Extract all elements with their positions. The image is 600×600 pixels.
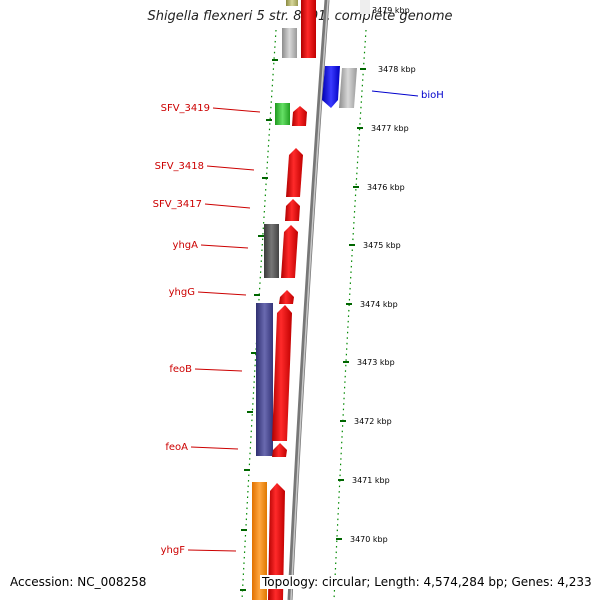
gene-label-SFV_3419: SFV_3419	[161, 103, 210, 114]
feature-SFV_3417	[285, 199, 300, 221]
topology-text: Topology: circular; Length: 4,574,284 bp…	[260, 575, 594, 589]
genome-backbone	[287, 0, 330, 600]
gene-label-feoB: feoB	[169, 364, 192, 375]
tick-label: 3474 kbp	[360, 300, 398, 309]
tick-label: 3475 kbp	[363, 241, 401, 250]
feature-yhgA	[281, 225, 298, 278]
feature-red-top	[301, 0, 316, 58]
feature-white-top	[360, 0, 370, 14]
tick-label: 3479 kbp	[372, 6, 410, 15]
feature-green	[275, 103, 290, 125]
genome-title: Shigella flexneri 5 str. 8401, complete …	[147, 9, 453, 24]
feature-olive	[286, 0, 298, 6]
gene-label-SFV_3417: SFV_3417	[153, 199, 202, 210]
gene-label-feoA: feoA	[165, 442, 188, 453]
feature-navy	[256, 303, 273, 456]
gene-label-yhgA: yhgA	[173, 240, 199, 251]
tick-label: 3473 kbp	[357, 358, 395, 367]
feature-SFV_3419	[292, 106, 307, 126]
feature-yhgG	[279, 290, 294, 304]
bioH-leader-line	[371, 90, 419, 97]
left-tick-marks	[240, 59, 278, 591]
right-track-guide	[333, 29, 367, 600]
feature-bioH-blue	[322, 66, 340, 108]
feature-grey-top	[282, 28, 297, 58]
tick-label: 3471 kbp	[352, 476, 390, 485]
feature-dark-grey	[264, 224, 279, 278]
tick-label: 3470 kbp	[350, 535, 388, 544]
scale-tick-labels: 3479 kbp 3478 kbp 3477 kbp 3476 kbp 3475…	[350, 6, 416, 544]
gene-label-SFV_3418: SFV_3418	[155, 161, 204, 172]
feature-feoA	[272, 443, 287, 457]
genome-backbone-highlight	[290, 0, 329, 600]
feature-SFV_3418	[286, 148, 303, 197]
gene-label-yhgG: yhgG	[169, 287, 195, 298]
gene-label-bioH: bioH	[421, 90, 444, 101]
accession-text: Accession: NC_008258	[8, 575, 149, 589]
gene-leader-lines	[187, 107, 261, 552]
gene-label-yhgF: yhgF	[161, 545, 186, 556]
tick-label: 3478 kbp	[378, 65, 416, 74]
feature-bioH-grey	[339, 68, 357, 108]
feature-yhgF	[268, 483, 285, 600]
gene-labels: SFV_3419 SFV_3418 SFV_3417 yhgA yhgG feo…	[153, 90, 444, 556]
feature-orange	[252, 482, 267, 600]
feature-feoB	[272, 305, 292, 441]
tick-label: 3472 kbp	[354, 417, 392, 426]
tick-label: 3476 kbp	[367, 183, 405, 192]
tick-label: 3477 kbp	[371, 124, 409, 133]
